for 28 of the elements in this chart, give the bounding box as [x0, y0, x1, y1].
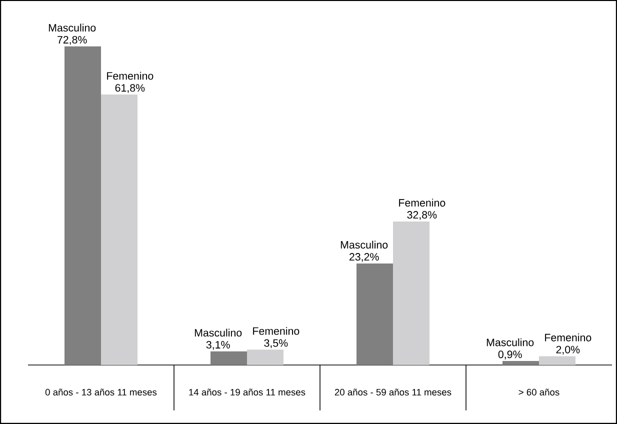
x-tick-label: 0 años - 13 años 11 meses [45, 388, 157, 396]
data-label: 32,8% [407, 211, 437, 220]
text: Masculino [340, 240, 388, 249]
series-label: Femenino [545, 334, 592, 342]
data-label: 72,8% [58, 36, 87, 45]
text: Masculino [194, 328, 242, 337]
series-label: Masculino [48, 24, 96, 32]
text: Femenino [253, 326, 300, 335]
x-tick-label: > 60 años [518, 388, 560, 396]
bar [101, 94, 138, 365]
bar [210, 351, 248, 365]
text: Femenino [107, 72, 154, 80]
bar [356, 263, 393, 365]
text: Femenino [399, 198, 446, 207]
data-label: 2,0% [556, 346, 580, 355]
bar [393, 221, 430, 365]
bar [502, 361, 539, 365]
data-label: 0,9% [498, 350, 522, 360]
x-tick-label: 14 años - 19 años 11 meses [189, 388, 306, 396]
bar [247, 350, 284, 365]
text: Masculino [486, 338, 534, 346]
bar [538, 356, 576, 365]
x-tick-label: 20 años - 59 años 11 meses [334, 388, 452, 396]
data-label: 3,5% [264, 339, 288, 348]
data-label: 3,1% [206, 341, 230, 350]
data-label: 23,2% [350, 253, 379, 262]
bar [64, 46, 102, 365]
data-label: 61,8% [115, 84, 145, 93]
